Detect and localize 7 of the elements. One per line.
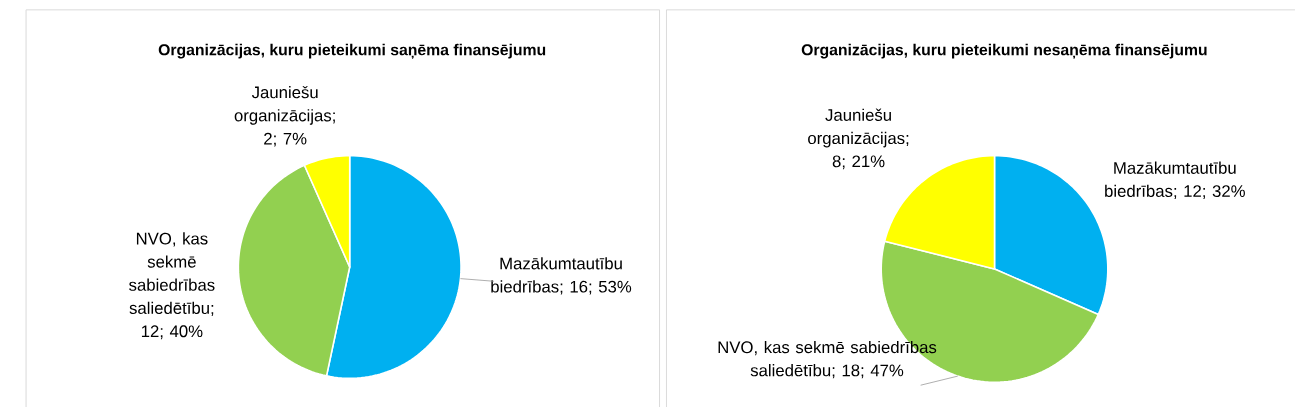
data-label: NVO, kas sekmē sabiedrības saliedētību; 12; 40% [129,232,215,340]
chart-title: Organizācijas, kuru pieteikumi nesaņēma finansējumu [801,43,1207,59]
data-label: Jauniešu organizācijas; 8; 21% [808,108,909,170]
data-label: Jauniešu organizācijas; 2; 7% [234,85,335,147]
chart-title: Organizācijas, kuru pieteikumi saņēma finansējumu [158,43,546,59]
data-label: Mazākumtautību biedrības; 12; 32% [1105,161,1245,200]
data-label: Mazākumtautību biedrības; 16; 53% [491,257,632,295]
